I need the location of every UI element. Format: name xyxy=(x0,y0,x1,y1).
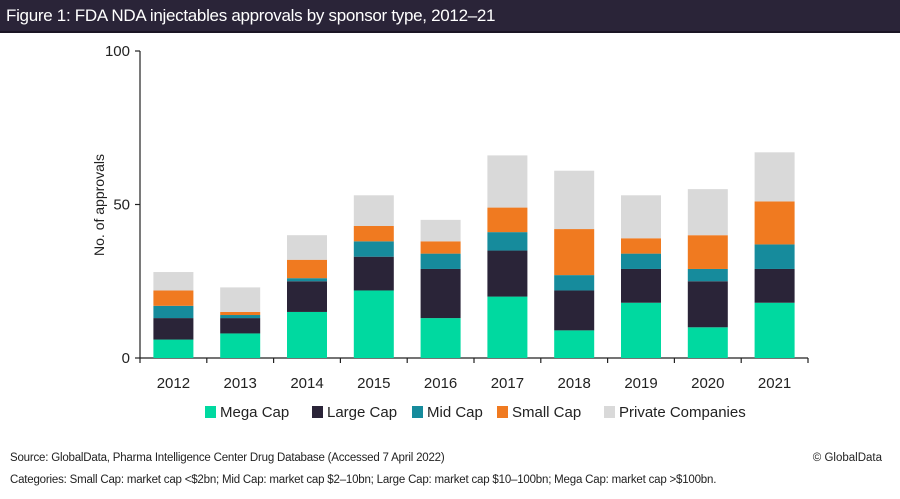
bar-private-companies-2012 xyxy=(153,272,194,291)
bar-small-cap-2015 xyxy=(353,225,394,242)
bar-stack-2021 xyxy=(754,152,795,358)
x-tick-labels: 2012 2013 2014 2015 2016 2017 2018 2019 2020 2021 xyxy=(157,375,792,392)
legend-item-private-companies: Private Companies xyxy=(604,404,746,421)
bar-mid-cap-2013 xyxy=(220,315,261,319)
bar-large-cap-2016 xyxy=(420,268,461,319)
bar-mid-cap-2019 xyxy=(621,253,661,269)
bar-mega-cap-2017 xyxy=(487,296,528,358)
bar-large-cap-2021 xyxy=(754,268,795,303)
bar-large-cap-2014 xyxy=(287,281,327,312)
y-tick-label: 0 xyxy=(122,350,130,367)
bar-stack-2017 xyxy=(487,155,528,358)
bar-mega-cap-2020 xyxy=(687,327,728,358)
bar-mid-cap-2015 xyxy=(353,241,394,257)
legend-label: Mid Cap xyxy=(427,404,483,421)
bar-stack-2016 xyxy=(420,219,461,358)
bar-mega-cap-2021 xyxy=(754,302,795,358)
bar-mid-cap-2012 xyxy=(153,305,194,319)
y-tick-label: 100 xyxy=(105,43,130,60)
y-tick-labels: 0 50 100 xyxy=(105,43,130,367)
bar-large-cap-2013 xyxy=(220,318,261,334)
bar-private-companies-2016 xyxy=(420,219,461,242)
x-tick-label: 2016 xyxy=(424,375,457,392)
legend-label: Private Companies xyxy=(619,404,746,421)
bar-private-companies-2021 xyxy=(754,152,795,202)
bar-stack-2020 xyxy=(687,189,728,358)
bar-stack-2019 xyxy=(621,195,661,358)
bar-small-cap-2019 xyxy=(621,238,661,254)
bar-small-cap-2021 xyxy=(754,201,795,245)
legend-label: Small Cap xyxy=(512,404,581,421)
bar-private-companies-2013 xyxy=(220,287,261,312)
legend-label: Large Cap xyxy=(327,404,397,421)
bar-small-cap-2014 xyxy=(287,259,327,279)
bar-mega-cap-2015 xyxy=(353,290,394,358)
bar-mid-cap-2017 xyxy=(487,232,528,251)
y-tick-label: 50 xyxy=(113,197,130,214)
legend-item-small-cap: Small Cap xyxy=(497,404,581,421)
title-bar: Figure 1: FDA NDA injectables approvals … xyxy=(0,0,900,33)
bar-large-cap-2015 xyxy=(353,256,394,291)
x-tick-label: 2017 xyxy=(491,375,524,392)
bar-small-cap-2016 xyxy=(420,241,461,254)
bar-large-cap-2012 xyxy=(153,318,194,340)
bar-large-cap-2018 xyxy=(554,290,595,331)
bar-small-cap-2017 xyxy=(487,207,528,233)
x-tick-label: 2015 xyxy=(357,375,390,392)
bar-stack-2015 xyxy=(353,195,394,358)
source-note: Source: GlobalData, Pharma Intelligence … xyxy=(10,452,445,464)
bar-stack-2013 xyxy=(220,287,261,358)
bar-mid-cap-2014 xyxy=(287,278,327,282)
bar-mega-cap-2018 xyxy=(554,330,595,358)
bar-mega-cap-2014 xyxy=(287,311,327,358)
y-axis-title: No. of approvals xyxy=(91,154,107,256)
bar-mid-cap-2020 xyxy=(687,268,728,282)
legend-swatch xyxy=(312,406,323,418)
bars xyxy=(153,152,795,358)
legend-swatch xyxy=(205,406,216,418)
bar-private-companies-2020 xyxy=(687,189,728,236)
bar-stack-2012 xyxy=(153,272,194,358)
x-tick-label: 2020 xyxy=(691,375,724,392)
categories-note: Categories: Small Cap: market cap <$2bn;… xyxy=(10,474,717,486)
bar-large-cap-2017 xyxy=(487,250,528,297)
bar-mega-cap-2013 xyxy=(220,333,261,358)
chart-title: Figure 1: FDA NDA injectables approvals … xyxy=(6,6,496,25)
legend: Mega Cap Large Cap Mid Cap Small Cap Private… xyxy=(205,404,746,421)
bar-large-cap-2019 xyxy=(621,268,661,303)
copyright: © GlobalData xyxy=(812,452,882,464)
bar-large-cap-2020 xyxy=(687,281,728,328)
bar-mid-cap-2018 xyxy=(554,275,595,291)
bar-mega-cap-2016 xyxy=(420,318,461,358)
bar-small-cap-2012 xyxy=(153,290,194,306)
bar-private-companies-2018 xyxy=(554,170,595,230)
bar-small-cap-2018 xyxy=(554,229,595,276)
bar-mid-cap-2016 xyxy=(420,253,461,269)
bar-private-companies-2019 xyxy=(621,195,661,239)
x-tick-label: 2013 xyxy=(224,375,257,392)
bar-mid-cap-2021 xyxy=(754,244,795,269)
bar-private-companies-2017 xyxy=(487,155,528,208)
bar-small-cap-2013 xyxy=(220,311,261,316)
legend-swatch xyxy=(604,406,615,418)
legend-swatch xyxy=(412,406,423,418)
bar-stack-2018 xyxy=(554,170,595,358)
stacked-bar-chart: 2012 2013 2014 2015 2016 2017 2018 2019 2020 2021… xyxy=(91,43,809,421)
x-tick-label: 2018 xyxy=(558,375,591,392)
x-tick-label: 2014 xyxy=(290,375,323,392)
legend-item-large-cap: Large Cap xyxy=(312,404,397,421)
legend-item-mega-cap: Mega Cap xyxy=(205,404,289,421)
x-tick-label: 2012 xyxy=(157,375,190,392)
bar-stack-2014 xyxy=(287,235,327,358)
bar-mega-cap-2012 xyxy=(153,339,194,358)
legend-label: Mega Cap xyxy=(220,404,289,421)
bar-private-companies-2015 xyxy=(353,195,394,226)
x-tick-label: 2019 xyxy=(624,375,657,392)
legend-swatch xyxy=(497,406,508,418)
bar-small-cap-2020 xyxy=(687,235,728,269)
bar-mega-cap-2019 xyxy=(621,302,661,358)
bar-private-companies-2014 xyxy=(287,235,327,260)
x-tick-label: 2021 xyxy=(758,375,791,392)
legend-item-mid-cap: Mid Cap xyxy=(412,404,483,421)
